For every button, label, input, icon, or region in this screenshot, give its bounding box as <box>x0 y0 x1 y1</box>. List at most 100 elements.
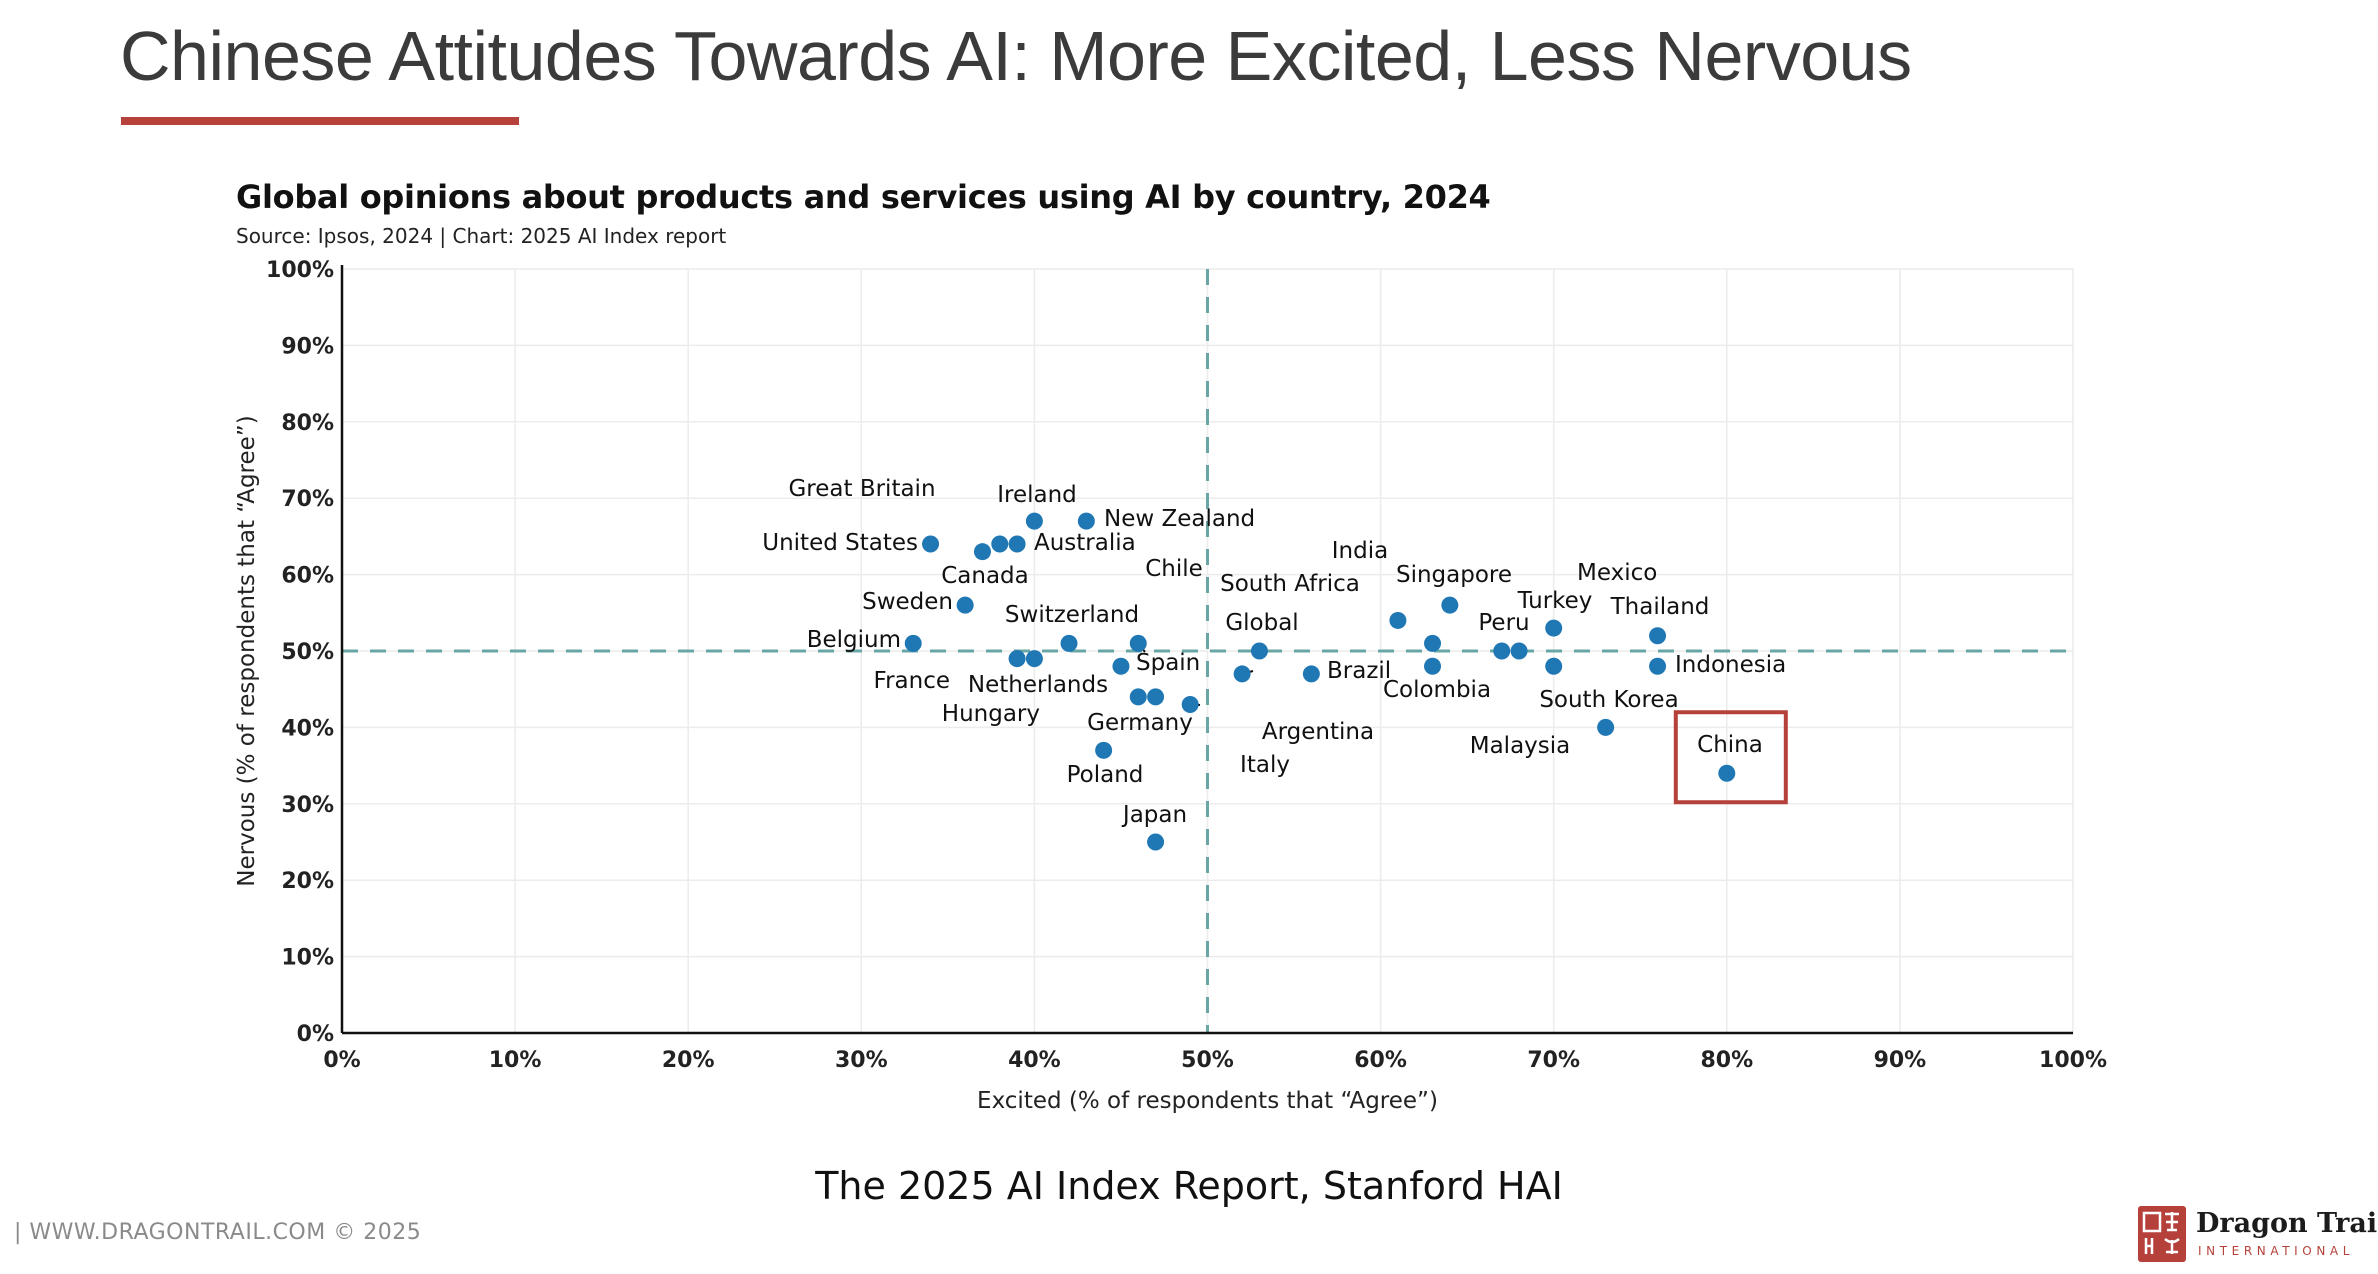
point-label: Malaysia <box>1470 733 1571 759</box>
point-label: Colombia <box>1383 677 1491 703</box>
point-argentina <box>1233 665 1251 683</box>
data-points <box>904 512 1736 851</box>
point-thailand <box>1649 627 1667 645</box>
point-label: Brazil <box>1327 658 1391 684</box>
slide-title: Chinese Attitudes Towards AI: More Excit… <box>120 17 1912 95</box>
x-tick-label: 80% <box>1700 1048 1753 1073</box>
point-chile <box>1129 634 1147 652</box>
brand-name: Dragon Trail <box>2196 1208 2378 1239</box>
axes: 0% 10% 20% 30% 40% 50% 60% 70% 80% 90% 100% 0% 10% 20… <box>234 258 2107 1114</box>
y-tick-label: 40% <box>281 716 334 741</box>
reference-lines <box>342 269 2073 1033</box>
point-australia <box>1008 535 1026 553</box>
point-italy <box>1181 695 1199 713</box>
point-label: Great Britain <box>788 476 935 502</box>
point-label: Japan <box>1121 802 1187 828</box>
point-great-britain <box>991 535 1009 553</box>
point-label: Belgium <box>807 627 901 653</box>
y-tick-label: 60% <box>281 564 334 589</box>
point-singapore <box>1441 596 1459 614</box>
chart-source: Source: Ipsos, 2024 | Chart: 2025 AI Ind… <box>236 224 727 248</box>
point-labels: United States Great Britain CanadaAustrali… <box>762 476 1786 828</box>
point-indonesia <box>1649 657 1667 675</box>
point-south-africa <box>1389 611 1407 629</box>
point-france <box>1008 650 1026 668</box>
point-china <box>1718 764 1736 782</box>
x-tick-label: 90% <box>1874 1048 1927 1073</box>
y-tick-label: 80% <box>281 411 334 436</box>
point-hungary <box>1129 688 1147 706</box>
x-tick-label: 0% <box>323 1048 360 1073</box>
point-label: Netherlands <box>968 672 1108 698</box>
point-label: South Korea <box>1539 687 1678 713</box>
point-label: Australia <box>1034 530 1136 556</box>
brand-logo: Dragon Trail INTERNATIONAL <box>2138 1206 2378 1262</box>
point-malaysia <box>1510 642 1528 660</box>
x-tick-label: 30% <box>835 1048 888 1073</box>
y-tick-label: 50% <box>281 640 334 665</box>
y-axis-title: Nervous (% of respondents that “Agree”) <box>234 415 260 886</box>
point-germany <box>1147 688 1165 706</box>
chart-title: Global opinions about products and servi… <box>236 178 1491 216</box>
point-turkey <box>1545 619 1563 637</box>
point-label: China <box>1697 732 1763 758</box>
y-tick-label: 100% <box>266 258 334 283</box>
point-peru <box>1493 642 1511 660</box>
point-label: Turkey <box>1517 588 1593 614</box>
y-tick-label: 10% <box>281 946 334 971</box>
point-label: Spain <box>1136 650 1200 676</box>
x-tick-label: 40% <box>1008 1048 1061 1073</box>
point-colombia <box>1424 657 1442 675</box>
x-axis-title: Excited (% of respondents that “Agree”) <box>977 1088 1438 1114</box>
point-label: Poland <box>1067 762 1144 788</box>
point-switzerland <box>1060 634 1078 652</box>
point-label: Hungary <box>942 701 1040 727</box>
point-ireland <box>1025 512 1043 530</box>
title-underline <box>121 117 519 125</box>
y-tick-label: 70% <box>281 487 334 512</box>
x-tick-label: 50% <box>1181 1048 1234 1073</box>
point-label: Ireland <box>997 482 1077 508</box>
scatter-chart: 0% 10% 20% 30% 40% 50% 60% 70% 80% 90% 100% 0% 10% 20… <box>234 258 2107 1114</box>
y-tick-label: 90% <box>281 334 334 359</box>
point-label: Argentina <box>1262 719 1374 745</box>
point-sweden <box>956 596 974 614</box>
x-tick-label: 100% <box>2039 1048 2107 1073</box>
point-south-korea <box>1597 718 1615 736</box>
point-label: Sweden <box>862 589 953 615</box>
point-label: Canada <box>941 563 1029 589</box>
highlight-box <box>1673 710 1788 805</box>
x-tick-label: 10% <box>489 1048 542 1073</box>
footer-url: | WWW.DRAGONTRAIL.COM © 2025 <box>14 1220 422 1245</box>
point-belgium <box>904 634 922 652</box>
point-label: Mexico <box>1577 560 1657 586</box>
point-label: India <box>1332 538 1388 564</box>
y-tick-label: 20% <box>281 869 334 894</box>
point-mexico <box>1545 657 1563 675</box>
point-netherlands <box>1025 650 1043 668</box>
point-india <box>1424 634 1442 652</box>
point-label: Switzerland <box>1005 602 1139 628</box>
x-tick-label: 60% <box>1354 1048 1407 1073</box>
point-new-zealand <box>1077 512 1095 530</box>
point-label: Germany <box>1087 710 1193 736</box>
x-tick-label: 70% <box>1527 1048 1580 1073</box>
point-label: Peru <box>1478 610 1529 636</box>
point-label: Global <box>1225 610 1298 636</box>
point-label: France <box>874 668 950 694</box>
point-poland <box>1095 741 1113 759</box>
point-label: United States <box>762 530 918 556</box>
y-tick-label: 30% <box>281 793 334 818</box>
point-japan <box>1147 833 1165 851</box>
highlight-layer <box>1673 710 1788 805</box>
point-spain <box>1112 657 1130 675</box>
point-label: South Africa <box>1220 571 1360 597</box>
point-canada <box>973 543 991 561</box>
point-global <box>1250 642 1268 660</box>
brand-seal-icon <box>2138 1206 2186 1262</box>
footer-caption: The 2025 AI Index Report, Stanford HAI <box>815 1164 1563 1208</box>
x-tick-label: 20% <box>662 1048 715 1073</box>
point-label: Chile <box>1145 556 1203 582</box>
point-label: New Zealand <box>1104 506 1255 532</box>
point-label: Singapore <box>1396 562 1512 588</box>
